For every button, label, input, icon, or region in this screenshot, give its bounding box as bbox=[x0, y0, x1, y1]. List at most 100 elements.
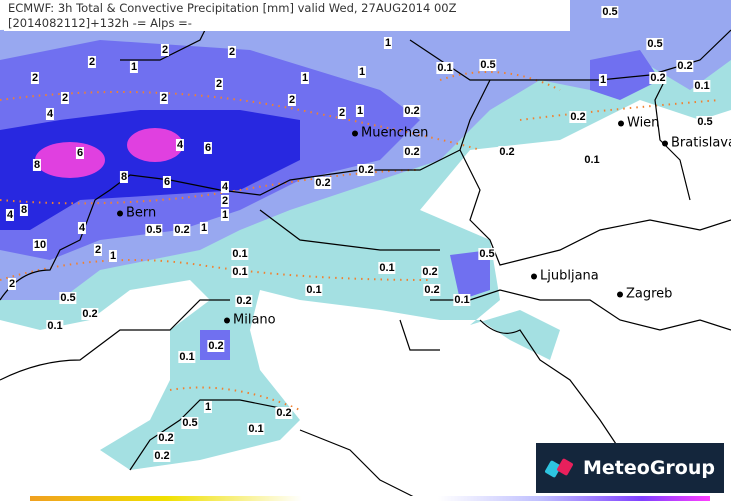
map-title: ECMWF: 3h Total & Convective Precipitati… bbox=[4, 0, 570, 31]
precip-value-label: 0.2 bbox=[235, 295, 253, 307]
precip-value-label: 10 bbox=[32, 239, 48, 251]
city-name: Ljubljana bbox=[540, 268, 599, 284]
precip-value-label: 1 bbox=[300, 72, 310, 84]
city-name: Bern bbox=[126, 205, 157, 221]
city-zagreb: Zagreb bbox=[617, 287, 672, 302]
city-dot bbox=[224, 317, 230, 323]
precip-value-label: 4 bbox=[5, 209, 15, 221]
precip-value-label: 0.2 bbox=[649, 72, 667, 84]
precip-value-label: 0.5 bbox=[181, 417, 199, 429]
precip-value-label: 8 bbox=[19, 204, 29, 216]
precip-value-label: 0.2 bbox=[81, 308, 99, 320]
city-name: Milano bbox=[233, 312, 276, 328]
precip-value-label: 2 bbox=[220, 195, 230, 207]
precip-value-label: 0.2 bbox=[403, 105, 421, 117]
precip-value-label: 4 bbox=[77, 222, 87, 234]
country-borders bbox=[0, 9, 731, 501]
precip-value-label: 0.5 bbox=[478, 248, 496, 260]
meteogroup-logo: MeteoGroup bbox=[536, 443, 724, 493]
precip-value-label: 2 bbox=[30, 72, 40, 84]
precip-value-label: 0.1 bbox=[436, 62, 454, 74]
precip-value-label: 0.1 bbox=[305, 284, 323, 296]
precip-dark-blue bbox=[0, 110, 300, 230]
precip-value-label: 0.5 bbox=[696, 116, 714, 128]
city-dot bbox=[618, 120, 624, 126]
precip-value-label: 2 bbox=[337, 107, 347, 119]
precip-value-label: 1 bbox=[355, 105, 365, 117]
precip-value-label: 0.1 bbox=[231, 266, 249, 278]
precip-value-label: 4 bbox=[45, 108, 55, 120]
precip-value-label: 1 bbox=[357, 66, 367, 78]
precip-magenta-2 bbox=[127, 128, 183, 162]
logo-mark-icon bbox=[545, 458, 573, 478]
city-dot bbox=[117, 210, 123, 216]
precip-value-label: 0.1 bbox=[583, 154, 601, 166]
city-ljubljana: Ljubljana bbox=[531, 269, 599, 284]
city-milano: Milano bbox=[224, 313, 276, 328]
precip-value-label: 0.1 bbox=[46, 320, 64, 332]
precip-value-label: 2 bbox=[287, 94, 297, 106]
precip-value-label: 2 bbox=[60, 92, 70, 104]
precip-value-label: 8 bbox=[32, 159, 42, 171]
city-name: Muenchen bbox=[361, 125, 429, 141]
precip-value-label: 1 bbox=[598, 74, 608, 86]
precip-value-label: 0.2 bbox=[357, 164, 375, 176]
precip-value-label: 0.2 bbox=[569, 111, 587, 123]
precip-value-label: 0.1 bbox=[378, 262, 396, 274]
precip-value-label: 0.2 bbox=[498, 146, 516, 158]
city-bern: Bern bbox=[117, 206, 156, 221]
precip-value-label: 4 bbox=[175, 139, 185, 151]
city-name: Zagreb bbox=[626, 286, 673, 302]
city-dot bbox=[352, 130, 358, 136]
precip-value-label: 1 bbox=[383, 37, 393, 49]
city-name: Bratislava bbox=[671, 135, 731, 151]
logo-text: MeteoGroup bbox=[583, 457, 715, 479]
city-dot bbox=[617, 291, 623, 297]
precip-value-label: 2 bbox=[214, 78, 224, 90]
precip-value-label: 0.2 bbox=[403, 146, 421, 158]
precip-value-label: 6 bbox=[75, 147, 85, 159]
precip-value-label: 8 bbox=[119, 171, 129, 183]
precip-value-label: 0.5 bbox=[601, 6, 619, 18]
precip-blue-east bbox=[200, 50, 660, 360]
precip-value-label: 0.5 bbox=[59, 292, 77, 304]
color-scale-bar bbox=[30, 496, 710, 501]
city-dot bbox=[662, 140, 668, 146]
precip-value-label: 0.2 bbox=[676, 60, 694, 72]
precip-value-label: 0.2 bbox=[207, 340, 225, 352]
city-bratislava: Bratislava bbox=[662, 136, 731, 151]
precip-value-label: 0.2 bbox=[157, 432, 175, 444]
precip-value-label: 1 bbox=[108, 250, 118, 262]
precip-value-label: 6 bbox=[203, 142, 213, 154]
precip-value-label: 0.5 bbox=[646, 38, 664, 50]
city-dot bbox=[531, 273, 537, 279]
title-line-1: ECMWF: 3h Total & Convective Precipitati… bbox=[8, 1, 457, 15]
precip-value-label: 0.2 bbox=[423, 284, 441, 296]
precip-value-label: 1 bbox=[129, 61, 139, 73]
title-line-2: [2014082112]+132h -= Alps =- bbox=[8, 16, 192, 30]
precip-value-label: 0.5 bbox=[145, 224, 163, 236]
precip-value-label: 0.1 bbox=[693, 80, 711, 92]
precip-value-label: 2 bbox=[7, 278, 17, 290]
city-name: Wien bbox=[627, 115, 660, 131]
precip-value-label: 0.5 bbox=[479, 59, 497, 71]
precip-value-label: 0.1 bbox=[178, 351, 196, 363]
precip-value-label: 0.2 bbox=[173, 224, 191, 236]
precip-value-label: 0.1 bbox=[231, 248, 249, 260]
precip-value-label: 1 bbox=[199, 222, 209, 234]
precip-value-label: 4 bbox=[220, 181, 230, 193]
contours bbox=[0, 71, 721, 411]
precip-value-label: 2 bbox=[160, 44, 170, 56]
precip-value-label: 2 bbox=[93, 244, 103, 256]
precip-value-label: 2 bbox=[159, 92, 169, 104]
precip-value-label: 0.2 bbox=[421, 266, 439, 278]
precip-value-label: 6 bbox=[162, 176, 172, 188]
precip-value-label: 0.2 bbox=[314, 177, 332, 189]
precip-value-label: 1 bbox=[203, 401, 213, 413]
precip-value-label: 2 bbox=[227, 46, 237, 58]
precip-value-label: 0.1 bbox=[247, 423, 265, 435]
precip-magenta-1 bbox=[35, 142, 105, 178]
city-muenchen: Muenchen bbox=[352, 126, 428, 141]
precip-value-label: 1 bbox=[220, 209, 230, 221]
